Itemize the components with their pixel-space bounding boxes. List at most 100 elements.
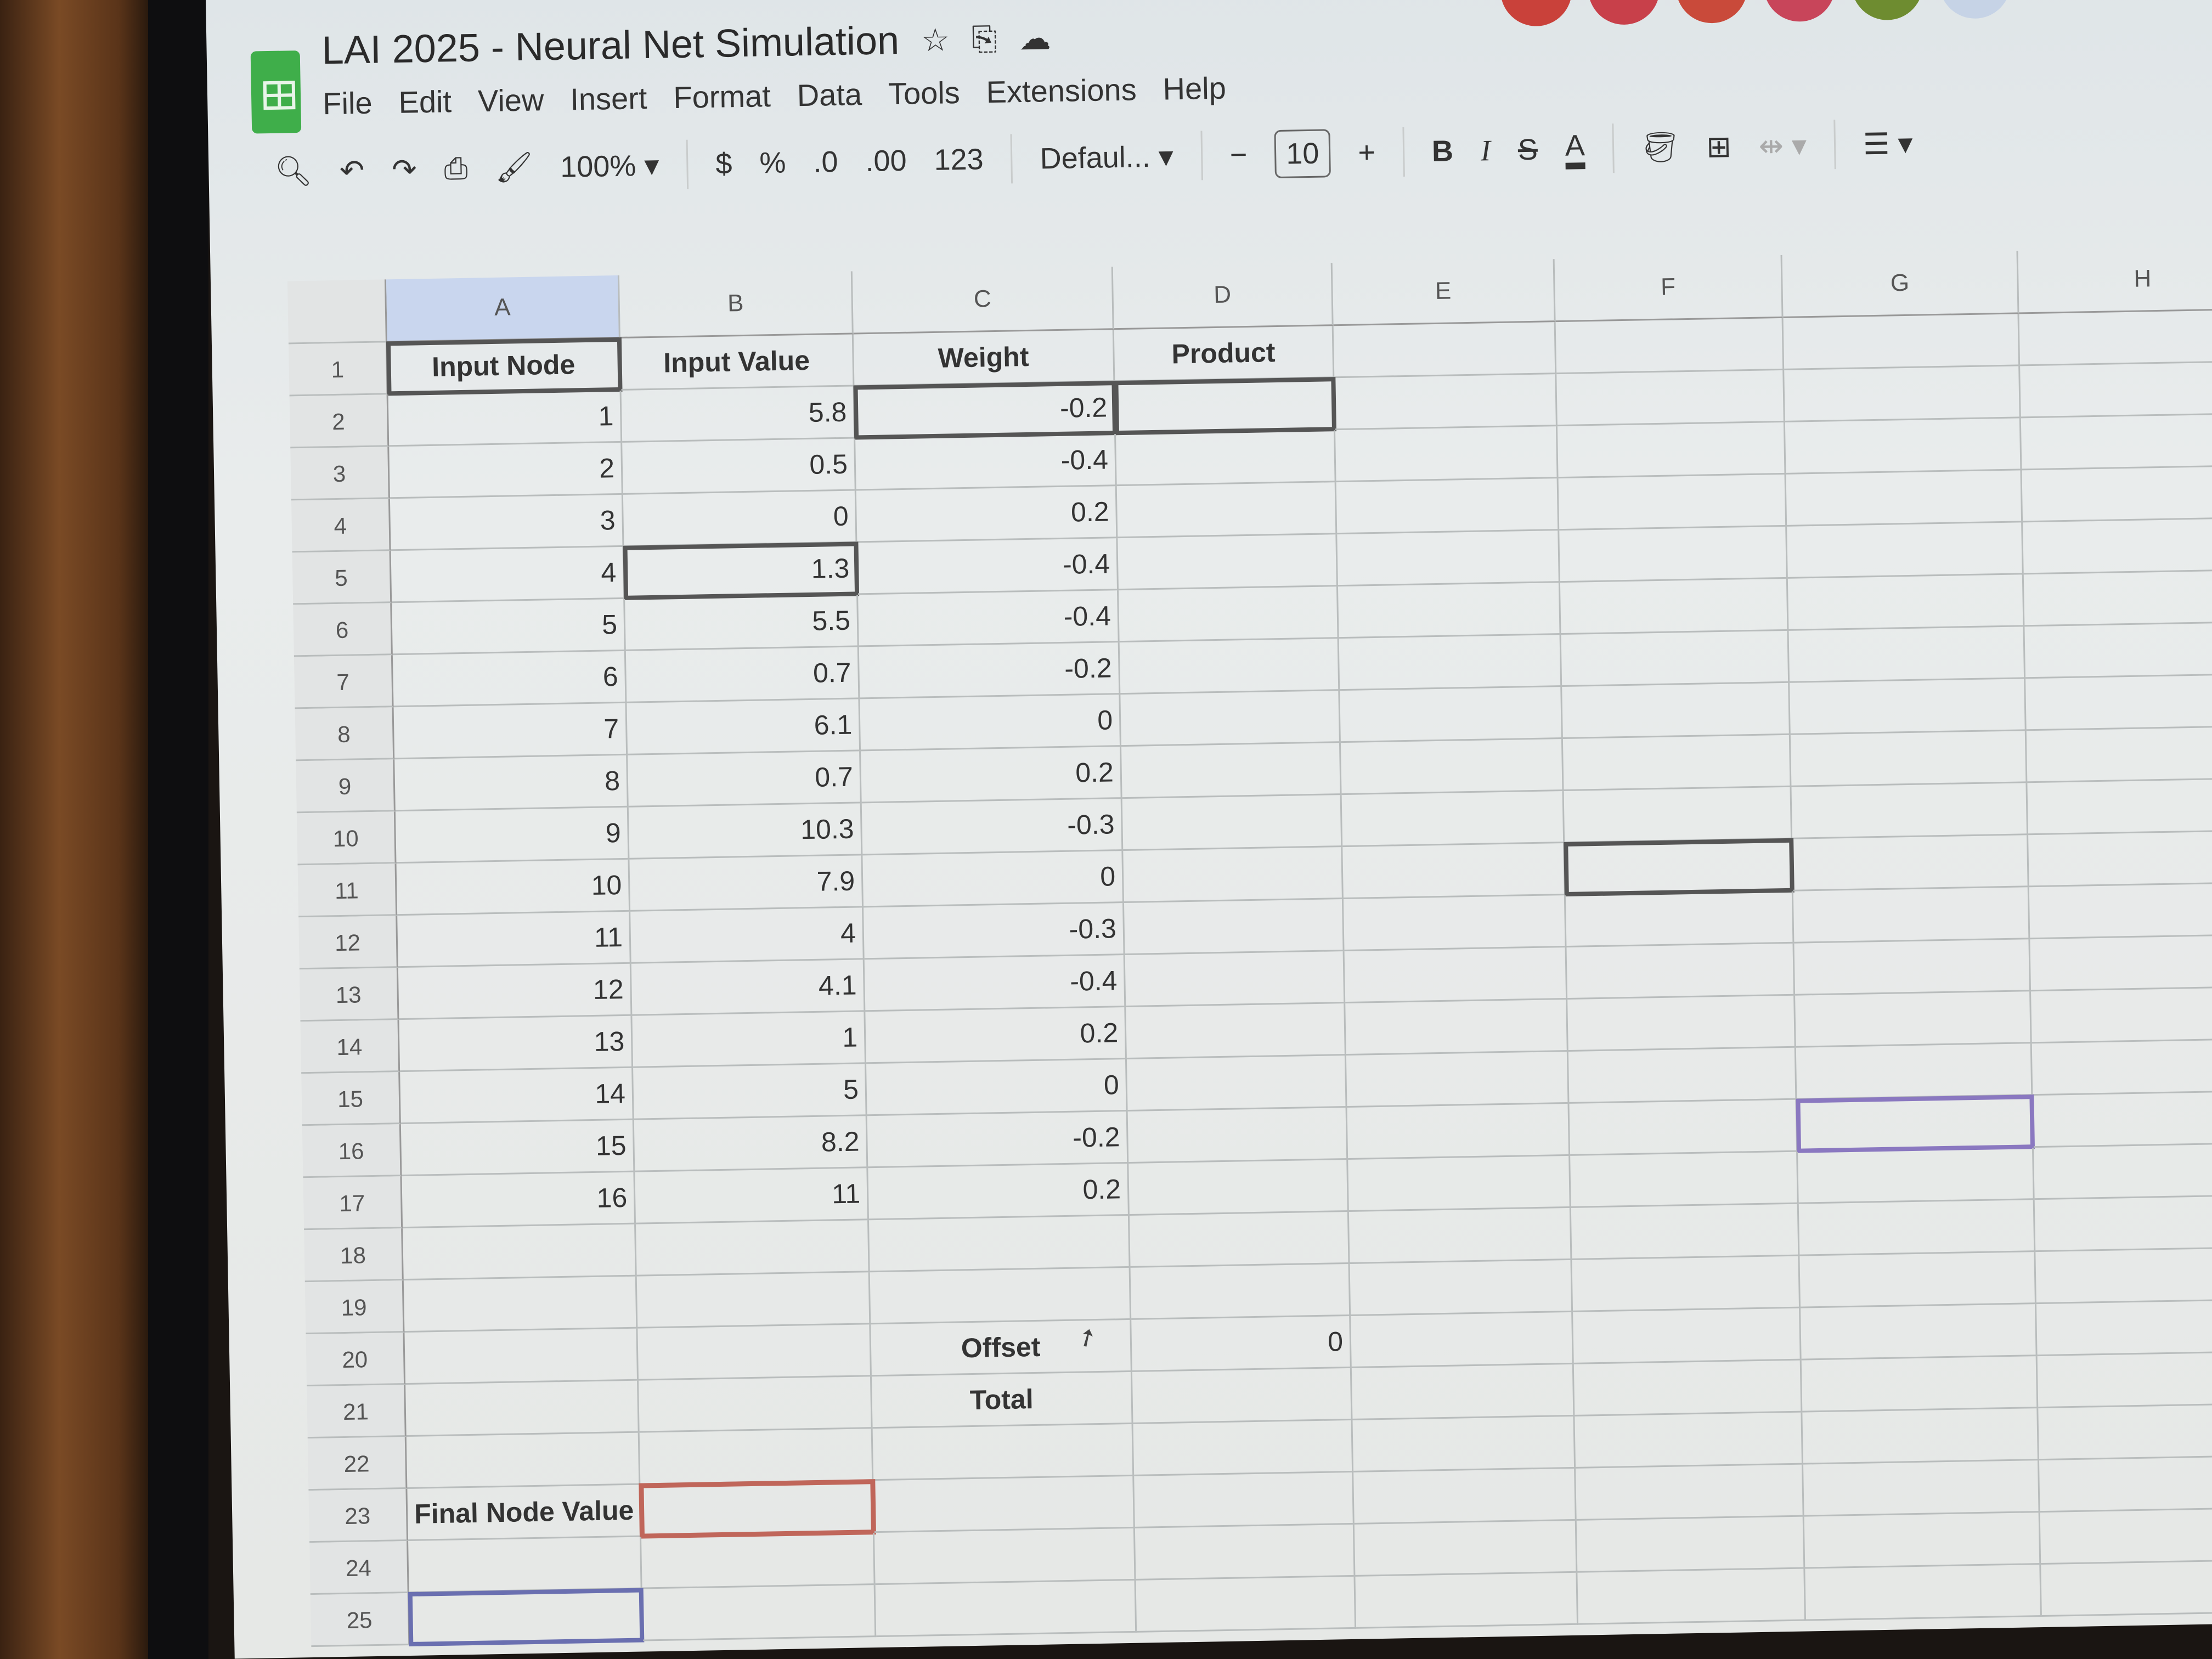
column-header-e[interactable]: E <box>1332 259 1556 326</box>
fill-color-icon[interactable]: 🪣︎ <box>1641 130 1679 164</box>
avatar[interactable] <box>1499 0 1573 27</box>
cell-f8[interactable] <box>1562 682 1791 740</box>
cell-a21[interactable] <box>405 1380 640 1437</box>
cell-f6[interactable] <box>1560 578 1789 635</box>
row-header[interactable]: 9 <box>296 759 396 814</box>
cell-h22[interactable] <box>2038 1404 2212 1461</box>
avatar[interactable] <box>1763 0 1836 22</box>
cell-e5[interactable] <box>1337 531 1560 587</box>
cell-b22[interactable] <box>639 1429 874 1485</box>
cell-g2[interactable] <box>1784 366 2021 422</box>
cell-a22[interactable] <box>406 1432 641 1489</box>
cell-h1[interactable] <box>2019 309 2212 366</box>
cell-f23[interactable] <box>1576 1464 1804 1521</box>
cell-a13[interactable]: 12 <box>398 963 633 1020</box>
cell-f5[interactable] <box>1559 526 1788 583</box>
cell-g15[interactable] <box>1796 1043 2033 1100</box>
currency-button[interactable]: $ <box>715 147 732 180</box>
cell-e21[interactable] <box>1351 1364 1575 1420</box>
cell-e6[interactable] <box>1338 583 1561 639</box>
increase-decimal-button[interactable]: .00 <box>865 144 907 178</box>
cell-e16[interactable] <box>1347 1103 1571 1160</box>
row-header[interactable]: 15 <box>301 1072 401 1126</box>
cell-c18[interactable] <box>869 1215 1131 1273</box>
cell-c23[interactable] <box>873 1476 1135 1533</box>
column-header-b[interactable]: B <box>619 271 854 338</box>
cell-g21[interactable] <box>1801 1356 2039 1413</box>
cell-c7[interactable]: -0.2 <box>859 642 1121 699</box>
zoom-select[interactable]: 100% ▾ <box>560 149 659 184</box>
cell-h9[interactable] <box>2026 726 2212 783</box>
font-select[interactable]: Defaul... ▾ <box>1040 139 1174 176</box>
cell-g9[interactable] <box>1790 731 2028 787</box>
strikethrough-button[interactable]: S <box>1517 133 1538 167</box>
cell-a23[interactable]: Final Node Value <box>407 1485 642 1541</box>
cell-d23[interactable] <box>1134 1472 1355 1528</box>
cell-d17[interactable] <box>1128 1159 1349 1216</box>
cell-b9[interactable]: 0.7 <box>628 751 862 808</box>
redo-icon[interactable]: ↷ <box>391 153 417 187</box>
cell-g3[interactable] <box>1785 418 2022 475</box>
column-header-h[interactable]: H <box>2018 246 2212 314</box>
cell-g19[interactable] <box>1799 1252 2036 1308</box>
cell-h13[interactable] <box>2030 935 2212 992</box>
cell-f19[interactable] <box>1572 1256 1801 1312</box>
cell-d4[interactable] <box>1116 482 1338 539</box>
cell-a2[interactable]: 1 <box>388 390 623 447</box>
cell-e20[interactable] <box>1351 1312 1574 1368</box>
cell-c5[interactable]: -0.4 <box>857 538 1119 595</box>
cell-d24[interactable] <box>1135 1524 1356 1581</box>
cell-d10[interactable] <box>1122 795 1343 851</box>
cell-h4[interactable] <box>2022 466 2212 523</box>
row-header[interactable]: 21 <box>307 1385 407 1439</box>
menu-insert[interactable]: Insert <box>569 80 647 117</box>
paint-format-icon[interactable]: 🖌︎ <box>495 150 533 184</box>
cell-b23[interactable] <box>639 1479 876 1539</box>
row-header[interactable]: 12 <box>298 916 398 970</box>
cell-c25[interactable] <box>875 1580 1137 1638</box>
avatar[interactable] <box>1850 0 1924 21</box>
font-size-increase-button[interactable]: + <box>1357 136 1376 170</box>
cell-g25[interactable] <box>1805 1565 2042 1621</box>
cell-h16[interactable] <box>2033 1091 2212 1148</box>
row-header[interactable]: 13 <box>299 968 399 1022</box>
cell-b5[interactable]: 1.3 <box>623 541 860 600</box>
align-icon[interactable]: ☰ ▾ <box>1863 127 1914 161</box>
cell-a4[interactable]: 3 <box>390 494 624 551</box>
cell-e19[interactable] <box>1350 1260 1573 1316</box>
cell-c3[interactable]: -0.4 <box>855 434 1117 491</box>
menu-data[interactable]: Data <box>797 77 862 113</box>
cell-h24[interactable] <box>2040 1508 2212 1565</box>
cell-d22[interactable] <box>1133 1420 1354 1476</box>
cell-f10[interactable] <box>1564 787 1793 844</box>
cell-a14[interactable]: 13 <box>399 1015 634 1073</box>
cell-g22[interactable] <box>1802 1408 2039 1465</box>
cell-f22[interactable] <box>1575 1412 1804 1469</box>
menu-tools[interactable]: Tools <box>888 75 961 111</box>
row-header[interactable]: 19 <box>304 1280 405 1335</box>
menu-format[interactable]: Format <box>673 78 771 115</box>
cell-e25[interactable] <box>1355 1572 1579 1629</box>
cell-a6[interactable]: 5 <box>392 599 626 656</box>
cell-e15[interactable] <box>1346 1051 1570 1108</box>
cell-a3[interactable]: 2 <box>389 442 623 499</box>
cell-e12[interactable] <box>1343 895 1567 952</box>
cell-e1[interactable] <box>1333 322 1557 379</box>
move-to-folder-icon[interactable]: ⎘ <box>971 20 997 57</box>
cell-f7[interactable] <box>1561 630 1790 687</box>
star-icon[interactable]: ☆ <box>921 22 950 59</box>
cell-e9[interactable] <box>1340 739 1564 795</box>
cell-e10[interactable] <box>1341 791 1565 848</box>
row-header[interactable]: 20 <box>306 1333 406 1387</box>
cell-f12[interactable] <box>1565 891 1795 947</box>
print-icon[interactable]: ⎙ <box>443 151 469 185</box>
avatar[interactable] <box>1587 0 1661 26</box>
cell-g7[interactable] <box>1788 627 2026 683</box>
percent-button[interactable]: % <box>759 146 786 180</box>
text-color-button[interactable]: A <box>1565 128 1585 170</box>
undo-icon[interactable]: ↶ <box>339 154 365 188</box>
cell-g20[interactable] <box>1801 1304 2038 1361</box>
borders-icon[interactable]: ⊞ <box>1706 130 1732 163</box>
cell-f24[interactable] <box>1576 1516 1805 1573</box>
cell-h19[interactable] <box>2035 1248 2212 1305</box>
